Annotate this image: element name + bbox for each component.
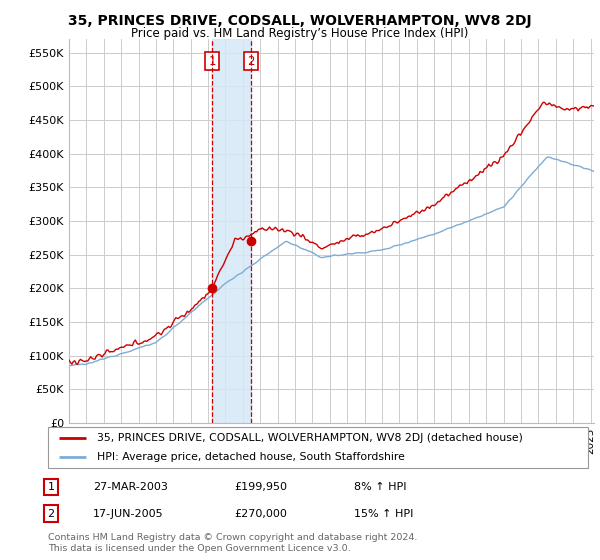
Text: Contains HM Land Registry data © Crown copyright and database right 2024.
This d: Contains HM Land Registry data © Crown c… <box>48 533 418 553</box>
Bar <box>212 39 251 423</box>
Text: 15% ↑ HPI: 15% ↑ HPI <box>354 508 413 519</box>
Text: Price paid vs. HM Land Registry’s House Price Index (HPI): Price paid vs. HM Land Registry’s House … <box>131 27 469 40</box>
Text: £270,000: £270,000 <box>234 508 287 519</box>
FancyBboxPatch shape <box>48 427 588 468</box>
Text: 1: 1 <box>208 54 216 68</box>
Text: 35, PRINCES DRIVE, CODSALL, WOLVERHAMPTON, WV8 2DJ (detached house): 35, PRINCES DRIVE, CODSALL, WOLVERHAMPTO… <box>97 433 523 443</box>
Text: 35, PRINCES DRIVE, CODSALL, WOLVERHAMPTON, WV8 2DJ: 35, PRINCES DRIVE, CODSALL, WOLVERHAMPTO… <box>68 14 532 28</box>
Text: 2: 2 <box>247 54 254 68</box>
Text: 27-MAR-2003: 27-MAR-2003 <box>93 482 168 492</box>
Text: 1: 1 <box>47 482 55 492</box>
Text: 2: 2 <box>47 508 55 519</box>
Text: £199,950: £199,950 <box>234 482 287 492</box>
Text: HPI: Average price, detached house, South Staffordshire: HPI: Average price, detached house, Sout… <box>97 452 404 461</box>
Text: 17-JUN-2005: 17-JUN-2005 <box>93 508 164 519</box>
Text: 8% ↑ HPI: 8% ↑ HPI <box>354 482 407 492</box>
